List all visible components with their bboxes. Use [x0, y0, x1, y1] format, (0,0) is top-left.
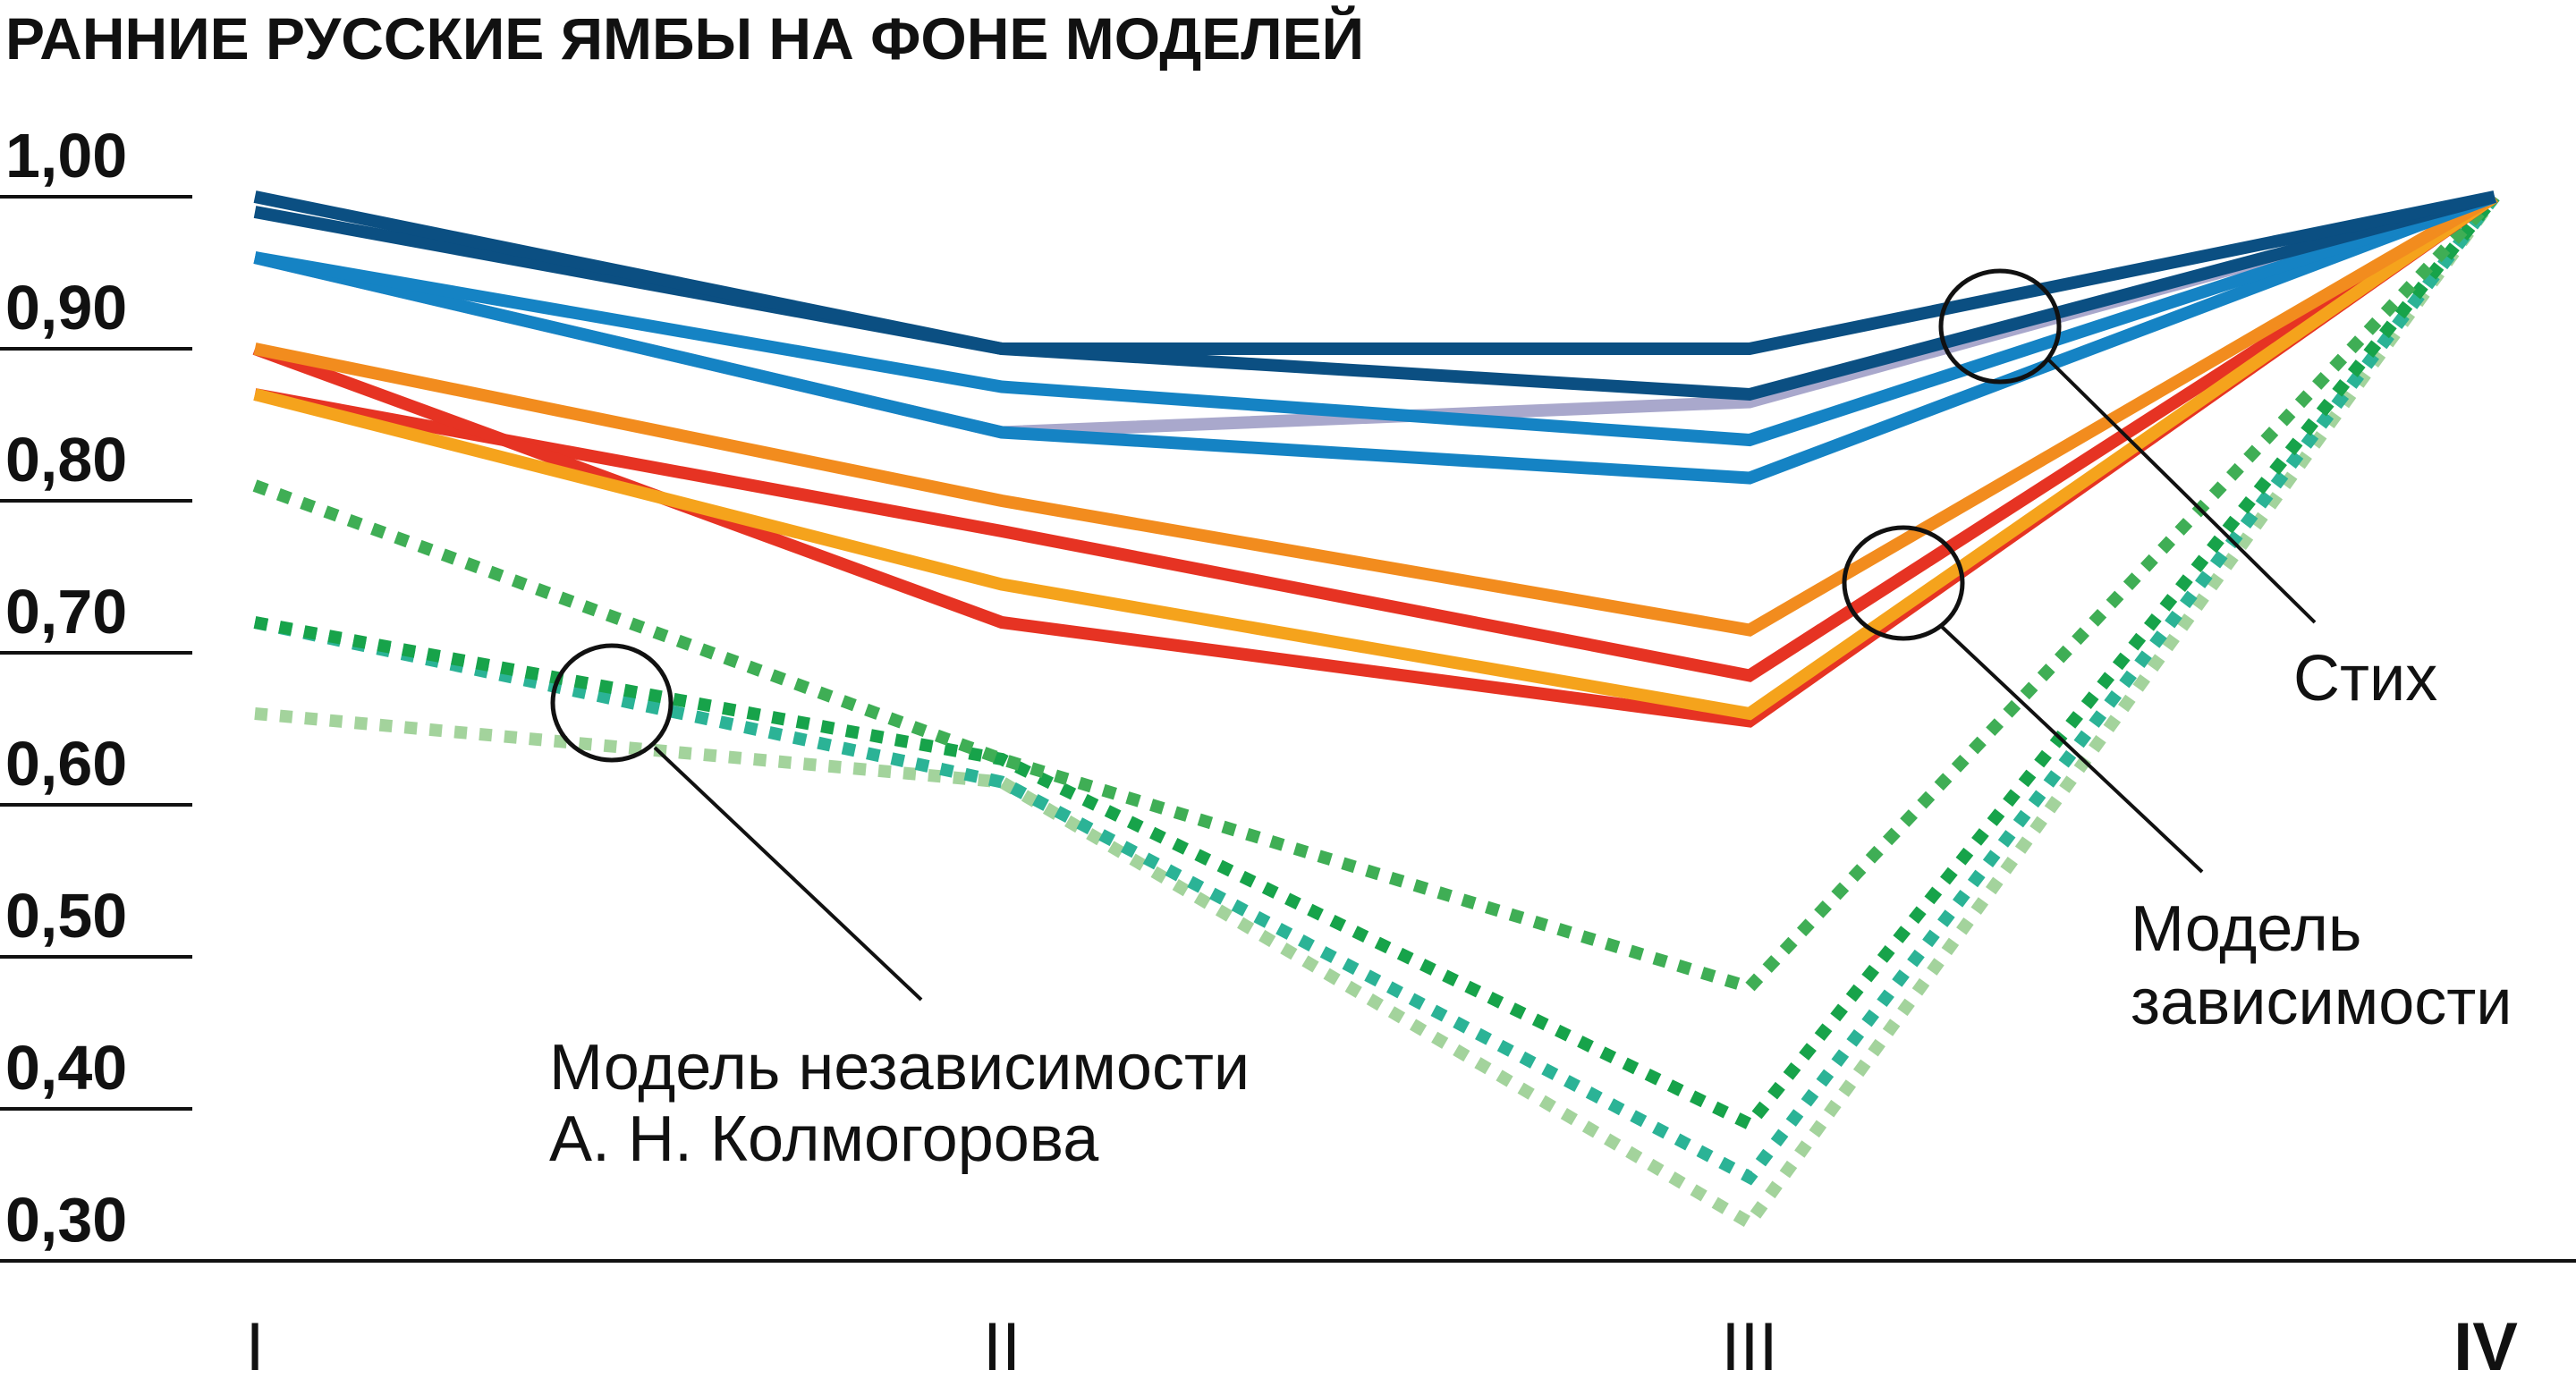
- series-line-dependence: [253, 191, 2498, 721]
- x-tick-label: I: [245, 1309, 264, 1385]
- series-line-independence: [254, 192, 2500, 1231]
- x-tick-label: IV: [2453, 1309, 2518, 1385]
- series-line-dependence: [253, 190, 2498, 637]
- annotation-verse-circle: [1938, 268, 2062, 385]
- annotation-independence-circle: [550, 643, 674, 763]
- series-line-dependence: [253, 191, 2498, 682]
- series-line-independence: [253, 192, 2500, 1132]
- series-line-verse: [253, 190, 2497, 447]
- annotation-dependence: Модель зависимости: [1842, 525, 2512, 1038]
- y-tick-label: 0,40: [5, 1033, 127, 1103]
- y-tick-label: 0,30: [5, 1185, 127, 1255]
- annotation-independence-label-1: Модель независимости: [549, 1032, 1250, 1103]
- y-tick-label: 0,70: [5, 577, 127, 647]
- annotation-dependence-label-2: зависимости: [2131, 967, 2512, 1038]
- series-line-verse: [253, 190, 2496, 402]
- x-tick-label: III: [1721, 1309, 1777, 1385]
- y-tick-label: 1,00: [5, 121, 127, 190]
- annotation-dependence-leader: [1939, 624, 2204, 874]
- annotation-verse-label: Стих: [2293, 643, 2437, 714]
- series-line-independence: [253, 192, 2500, 1186]
- annotation-dependence-circle: [1842, 525, 1965, 641]
- y-tick-label: 0,60: [5, 729, 127, 799]
- chart-title: РАННИЕ РУССКИЕ ЯМБЫ НА ФОНЕ МОДЕЛЕЙ: [5, 4, 1364, 72]
- annotation-independence: Модель независимости А. Н. Колмогорова: [549, 643, 1250, 1175]
- y-tick-label: 0,80: [5, 425, 127, 495]
- x-axis: I II III IV: [245, 1309, 2518, 1385]
- y-tick-label: 0,90: [5, 273, 127, 342]
- x-tick-label: II: [983, 1309, 1021, 1385]
- series-group: [252, 190, 2500, 1231]
- y-tick-label: 0,50: [5, 881, 127, 951]
- annotation-verse: Стих: [1938, 268, 2437, 714]
- series-line-independence: [252, 192, 2500, 994]
- y-axis: 1,00 0,90 0,80 0,70 0,60 0,50 0,40 0,30: [0, 121, 192, 1255]
- series-line-verse: [253, 190, 2497, 485]
- series-line-verse: [253, 190, 2496, 355]
- annotation-independence-label-2: А. Н. Колмогорова: [549, 1103, 1099, 1175]
- annotation-independence-leader: [653, 746, 923, 1002]
- annotation-dependence-label-1: Модель: [2131, 893, 2361, 965]
- annotation-verse-leader: [2046, 358, 2317, 624]
